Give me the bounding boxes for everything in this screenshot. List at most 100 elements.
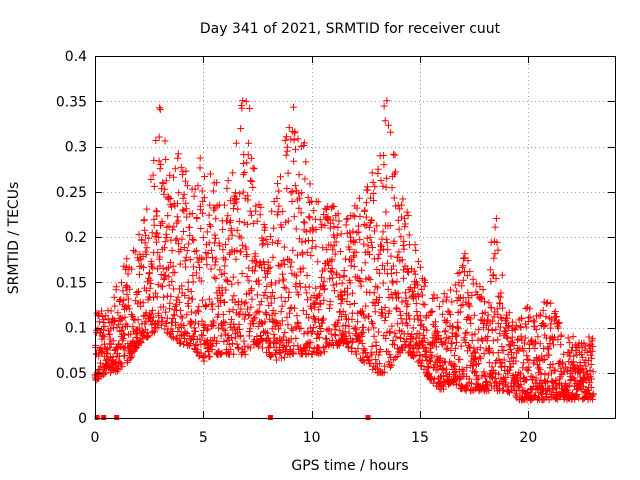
data-point: [140, 264, 148, 272]
data-point: [221, 326, 229, 334]
data-point: [360, 358, 368, 366]
data-point: [180, 244, 188, 252]
data-point: [399, 241, 407, 249]
x-tick-label: 0: [91, 430, 100, 446]
data-point: [415, 293, 423, 301]
data-point: [495, 370, 503, 378]
data-point: [340, 273, 348, 281]
data-point: [446, 311, 454, 319]
data-point: [268, 238, 276, 246]
data-point: [414, 358, 422, 366]
data-gap-marker: [101, 415, 107, 420]
data-point: [187, 308, 195, 316]
data-point: [338, 295, 346, 303]
data-point: [531, 322, 539, 330]
data-point: [283, 143, 291, 151]
data-point: [434, 328, 442, 336]
data-point: [321, 221, 329, 229]
data-point: [522, 323, 530, 331]
data-point: [329, 274, 337, 282]
data-point: [504, 334, 512, 342]
data-point: [229, 306, 237, 314]
data-point: [564, 334, 572, 342]
data-point: [491, 223, 499, 231]
data-point: [244, 312, 252, 320]
data-point: [365, 312, 373, 320]
data-point: [349, 227, 357, 235]
data-point: [295, 171, 303, 179]
data-point: [300, 218, 308, 226]
data-point: [580, 382, 588, 390]
data-point: [459, 262, 467, 270]
data-point: [379, 228, 387, 236]
data-point: [371, 308, 379, 316]
data-point: [156, 104, 164, 112]
data-point: [317, 300, 325, 308]
data-point: [225, 235, 233, 243]
data-point: [471, 330, 479, 338]
data-point: [197, 206, 205, 214]
data-point: [278, 317, 286, 325]
data-point: [262, 236, 270, 244]
data-point: [393, 353, 401, 361]
data-point: [541, 322, 549, 330]
data-point: [182, 205, 190, 213]
data-point: [101, 322, 109, 330]
data-point: [268, 311, 276, 319]
data-point: [379, 262, 387, 270]
data-point: [321, 285, 329, 293]
data-point: [195, 303, 203, 311]
data-point: [432, 327, 440, 335]
data-point: [188, 209, 196, 217]
data-point: [212, 255, 220, 263]
data-point: [239, 170, 247, 178]
data-point: [194, 306, 202, 314]
data-point: [180, 322, 188, 330]
data-point: [308, 305, 316, 313]
data-point: [386, 222, 394, 230]
data-point: [586, 379, 594, 387]
data-point: [276, 349, 284, 357]
data-point: [150, 182, 158, 190]
data-point: [163, 234, 171, 242]
data-point: [494, 319, 502, 327]
data-point: [291, 182, 299, 190]
data-point: [281, 297, 289, 305]
data-point: [173, 213, 181, 221]
data-point: [266, 263, 274, 271]
data-point: [441, 328, 449, 336]
data-point: [489, 272, 497, 280]
data-point: [202, 254, 210, 262]
data-point: [401, 344, 409, 352]
data-point: [535, 364, 543, 372]
data-point: [352, 350, 360, 358]
data-point: [160, 274, 168, 282]
data-point: [257, 203, 265, 211]
data-point: [147, 279, 155, 287]
data-point: [166, 258, 174, 266]
data-point: [392, 269, 400, 277]
data-point: [270, 224, 278, 232]
data-point: [255, 280, 263, 288]
data-point: [251, 252, 259, 260]
data-point: [305, 213, 313, 221]
data-point: [368, 169, 376, 177]
data-point: [588, 347, 596, 355]
data-point: [388, 277, 396, 285]
data-point: [207, 170, 215, 178]
data-point: [437, 335, 445, 343]
data-point: [382, 235, 390, 243]
data-point: [478, 372, 486, 380]
data-point: [105, 331, 113, 339]
data-point: [206, 221, 214, 229]
data-point: [268, 207, 276, 215]
data-point: [207, 341, 215, 349]
y-tick-label: 0.25: [56, 185, 87, 201]
data-point: [480, 368, 488, 376]
data-point: [511, 325, 519, 333]
data-point: [475, 326, 483, 334]
data-point: [198, 296, 206, 304]
data-point: [365, 326, 373, 334]
data-point: [485, 387, 493, 395]
data-point: [129, 247, 137, 255]
